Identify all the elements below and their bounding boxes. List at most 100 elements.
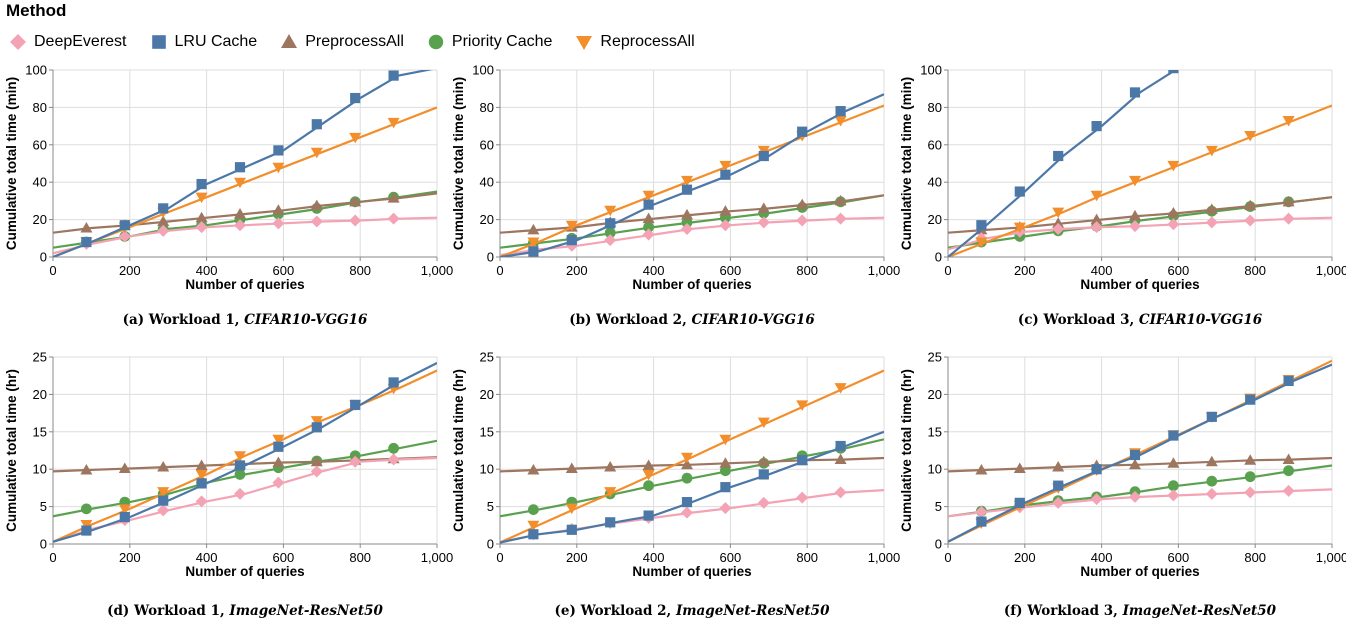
plot-area [948,359,1332,543]
data-point-preprocessall [1205,455,1218,467]
data-point-deepeverest [387,212,400,225]
data-point-deepeverest [1167,218,1180,231]
data-point-deepeverest [681,222,693,235]
series-line-lru-cache [500,430,884,544]
chart-panel-4: 0 200 400 600 800 1,000 0 5 10 15 20 25 Number of qu… [4,350,453,580]
legend-marker-lru-cache [151,35,166,49]
legend-marker-reprocessall [576,36,593,50]
data-point-lru-cache [273,441,284,452]
data-point-reprocessall [681,452,693,464]
data-point-lru-cache [528,246,539,257]
data-point-deepeverest [1129,490,1141,503]
x-tick-label: 400 [196,263,218,278]
data-point-deepeverest [387,453,400,466]
data-point-deepeverest [272,476,285,489]
data-point-deepeverest [757,496,770,509]
data-point-preprocessall [1052,460,1065,472]
data-point-deepeverest [975,505,988,518]
x-tick-label: 1,000 [1316,550,1346,565]
data-point-priority-cache [681,472,693,484]
data-point-reprocessall [1167,160,1180,172]
x-axis-title: Number of queries [632,277,751,292]
data-point-reprocessall [1013,222,1026,234]
caption-d: (d) Workload 1, ImageNet-ResNet50 [45,603,445,619]
data-point-lru-cache [119,220,130,231]
x-tick-label: 0 [944,550,951,565]
y-tick-label: 0 [40,537,47,552]
y-tick-label: 80 [480,100,494,115]
data-point-deepeverest [234,487,246,500]
caption-prefix: (d) Workload 1, [107,603,230,619]
caption-prefix: (b) Workload 2, [569,312,692,328]
legend-swatch [151,35,166,49]
plot-area [948,70,1332,257]
y-tick-label: 15 [480,424,494,439]
legend: DeepEverest LRU Cache PreprocessAll Priorit… [8,31,717,53]
x-tick-label: 200 [1014,263,1036,278]
y-tick-label: 20 [480,212,494,227]
series-line-preprocessall [948,456,1332,473]
legend-label: ReprocessAll [600,33,695,50]
data-point-lru-cache [1168,430,1179,441]
y-tick-label: 40 [480,175,494,190]
data-point-lru-cache [681,497,693,508]
x-tick-label: 600 [273,263,295,278]
data-point-preprocessall [1052,217,1065,228]
x-tick-label: 800 [796,263,818,278]
data-point-deepeverest [195,495,208,508]
caption-c: (c) Workload 3, CIFAR10-VGG16 [940,312,1340,328]
data-point-preprocessall [834,194,847,206]
x-tick-label: 600 [1168,263,1190,278]
series-line-reprocessall [53,106,437,257]
data-point-deepeverest [796,214,809,227]
x-axis-title: Number of queries [1080,564,1199,579]
chart-panel-2: 0 200 400 600 800 1,000 0 20 40 60 80 100 Number of … [451,63,900,293]
data-point-preprocessall [1090,213,1103,225]
x-tick-label: 200 [119,550,141,565]
data-point-reprocessall [272,434,285,446]
plot-area [500,93,884,257]
x-tick-label: 1,000 [1316,263,1346,278]
data-point-lru-cache [158,203,169,214]
data-point-reprocessall [1205,145,1218,157]
data-point-preprocessall [1167,457,1180,468]
x-tick-label: 200 [119,263,141,278]
y-axis-title: Cumulative total time (hr) [899,369,914,532]
data-point-preprocessall [1244,199,1257,211]
data-point-deepeverest [757,216,770,229]
data-point-reprocessall [975,237,988,249]
data-point-lru-cache [528,529,539,540]
data-point-lru-cache [1129,87,1141,98]
chart-panel-5: 0 200 400 600 800 1,000 0 5 10 15 20 25 Number of qu… [451,350,900,580]
data-point-reprocessall [80,520,93,531]
y-tick-label: 0 [40,250,47,265]
x-tick-label: 800 [1244,550,1266,565]
data-point-deepeverest [1282,484,1295,497]
caption-f: (f) Workload 3, ImageNet-ResNet50 [940,603,1340,619]
data-point-deepeverest [1052,496,1065,509]
data-point-reprocessall [1129,175,1141,187]
x-tick-label: 800 [1244,263,1266,278]
data-point-preprocessall [719,457,732,468]
series-line-reprocessall [948,104,1332,257]
chart-panel-3: 0 200 400 600 800 1,000 0 20 40 60 80 100 Number of … [899,63,1346,293]
data-point-deepeverest [157,224,170,237]
data-point-lru-cache [1053,480,1064,491]
data-point-lru-cache [1206,411,1217,422]
y-tick-label: 0 [487,250,494,265]
data-point-lru-cache [273,145,284,156]
y-tick-label: 60 [33,137,47,152]
data-point-lru-cache [758,469,769,480]
x-tick-label: 600 [1168,550,1190,565]
x-tick-label: 1,000 [868,550,901,565]
y-tick-label: 0 [935,537,942,552]
data-point-deepeverest [1090,493,1103,506]
data-point-preprocessall [834,453,847,464]
y-tick-label: 100 [25,63,47,78]
data-point-preprocessall [234,207,246,219]
data-point-priority-cache [643,480,654,492]
y-tick-label: 15 [928,424,942,439]
caption-dataset: ImageNet-ResNet50 [229,603,383,619]
series-line-reprocessall [53,369,437,543]
caption-dataset: CIFAR10-VGG16 [691,312,815,328]
